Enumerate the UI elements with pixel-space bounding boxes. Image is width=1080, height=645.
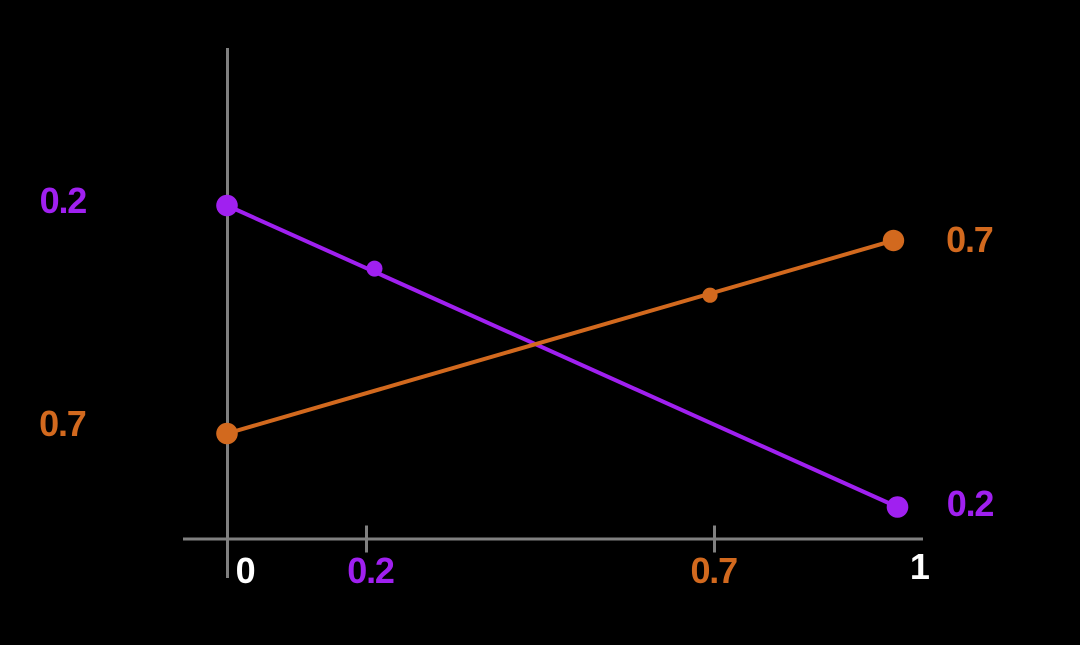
svg-text:1: 1 (910, 546, 930, 587)
svg-text:0.7: 0.7 (39, 403, 86, 444)
svg-text:0.7: 0.7 (946, 219, 993, 260)
svg-text:0.2: 0.2 (947, 483, 994, 524)
svg-text:0.7: 0.7 (690, 550, 737, 591)
svg-text:0: 0 (236, 550, 255, 591)
svg-text:0.2: 0.2 (347, 550, 394, 591)
svg-text:0.2: 0.2 (40, 180, 87, 221)
